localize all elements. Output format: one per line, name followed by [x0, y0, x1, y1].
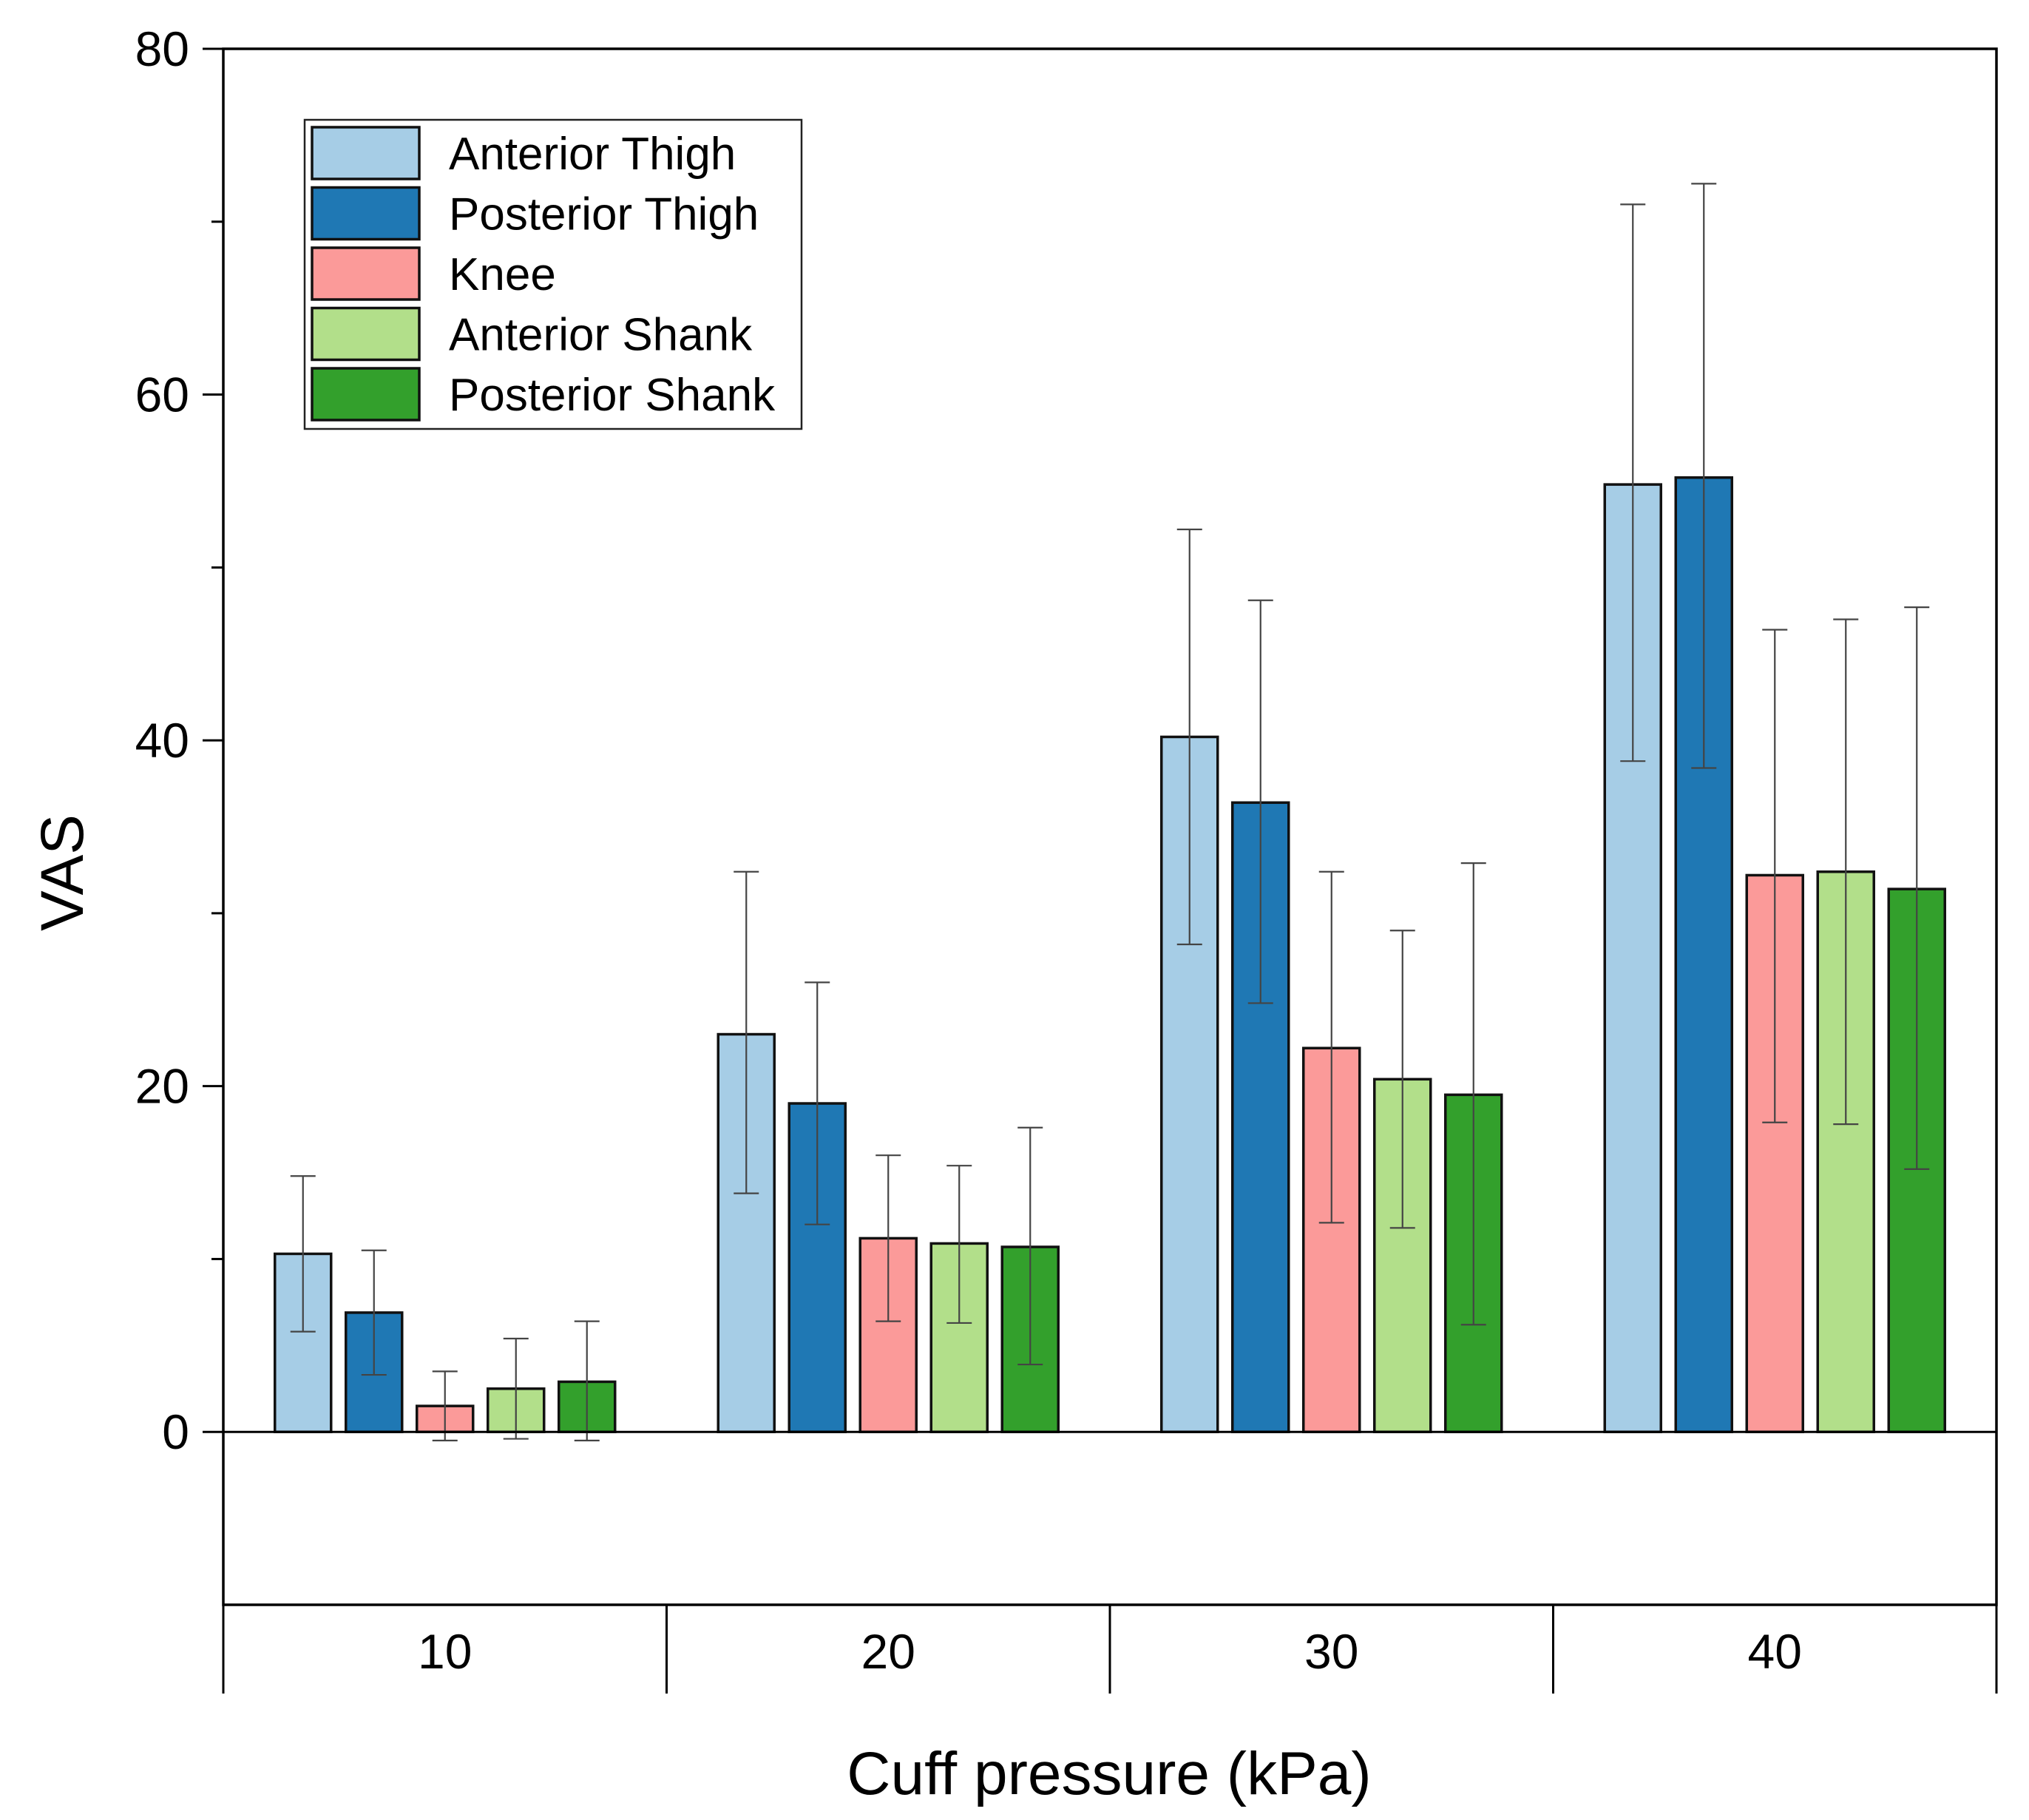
plot-frame	[222, 47, 1998, 1694]
y-axis-label: VAS	[29, 814, 96, 931]
y-axis-ticks: 0 20 40 60 80	[135, 21, 223, 1459]
x-tick-label: 20	[861, 1624, 915, 1679]
legend-label: Posterior Thigh	[449, 189, 759, 240]
x-tick-label: 10	[418, 1624, 472, 1679]
x-axis-label: Cuff pressure (kPa)	[847, 1740, 1371, 1807]
x-axis-categories: 10 20 30 40	[418, 1624, 1802, 1679]
bar	[1231, 801, 1290, 1433]
y-tick-label: 40	[135, 713, 189, 768]
legend-swatch	[311, 367, 421, 422]
legend-label: Anterior Shank	[449, 310, 753, 361]
error-bars-layer	[290, 183, 1930, 1442]
legend-swatch	[311, 306, 421, 362]
legend-label: Anterior Thigh	[449, 129, 736, 180]
legend-swatch	[311, 186, 421, 241]
x-tick-label: 40	[1748, 1624, 1802, 1679]
y-tick-label: 20	[135, 1059, 189, 1114]
bars-layer	[274, 476, 1946, 1433]
x-tick-label: 30	[1304, 1624, 1358, 1679]
legend-swatch	[311, 126, 421, 180]
y-tick-label: 0	[162, 1404, 189, 1459]
legend-swatch	[311, 246, 421, 301]
y-tick-label: 80	[135, 21, 189, 76]
y-tick-label: 60	[135, 368, 189, 422]
legend-label: Knee	[449, 249, 556, 300]
legend-label: Posterior Shank	[449, 370, 776, 421]
legend: Anterior Thigh Posterior Thigh Knee Anterio…	[303, 118, 803, 430]
